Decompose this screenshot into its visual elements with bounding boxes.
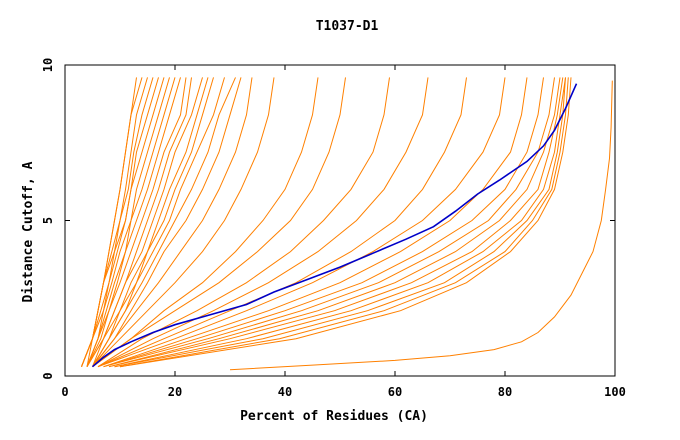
- x-tick-label: 40: [278, 385, 292, 399]
- model-curve-10: [86, 77, 187, 367]
- model-curve-5: [81, 77, 159, 367]
- model-curve-24: [97, 77, 467, 368]
- model-curve-16: [92, 77, 236, 367]
- x-axis-title: Percent of Residues (CA): [240, 409, 428, 424]
- series-layer: [81, 77, 613, 371]
- highlight-curve: [91, 83, 578, 368]
- model-curve-21: [92, 77, 346, 368]
- model-curve-23: [97, 77, 429, 368]
- x-tick-label: 80: [498, 385, 512, 399]
- model-curve-4: [81, 77, 154, 367]
- chart-title: T1037-D1: [316, 19, 379, 34]
- model-curve-12: [86, 77, 203, 367]
- model-curve-7: [86, 77, 170, 367]
- model-curve-25: [97, 77, 506, 368]
- model-curve-33: [119, 77, 569, 368]
- model-curve-9: [86, 77, 181, 367]
- axis-layer: 0 20 40 60 80 100 0 5 10: [41, 58, 626, 399]
- model-curve-18: [92, 77, 253, 368]
- model-curve-20: [92, 77, 319, 368]
- y-tick-label: 10: [41, 58, 55, 72]
- model-curve-1: [81, 77, 137, 367]
- model-curve-8: [86, 77, 176, 367]
- model-curve-34: [119, 77, 572, 368]
- y-axis-title: Distance Cutoff, A: [21, 161, 36, 302]
- model-curve-31: [114, 77, 566, 368]
- model-curve-2: [81, 77, 143, 367]
- x-tick-label: 100: [604, 385, 626, 399]
- model-curve-27: [103, 77, 544, 368]
- model-curve-22: [97, 77, 390, 368]
- outlier-curve-1: [229, 80, 613, 371]
- model-curve-6: [86, 77, 165, 367]
- model-curve-32: [114, 77, 566, 368]
- model-curve-29: [108, 77, 561, 368]
- model-curve-26: [103, 77, 528, 368]
- y-tick-label: 5: [41, 217, 55, 224]
- x-tick-label: 0: [61, 385, 68, 399]
- model-curve-14: [92, 77, 214, 367]
- model-curve-28: [103, 77, 555, 368]
- x-tick-label: 20: [168, 385, 182, 399]
- model-curve-19: [92, 77, 275, 368]
- x-tick-label: 60: [388, 385, 402, 399]
- y-tick-label: 0: [41, 372, 55, 379]
- model-curve-13: [92, 77, 209, 367]
- model-curve-17: [92, 77, 242, 368]
